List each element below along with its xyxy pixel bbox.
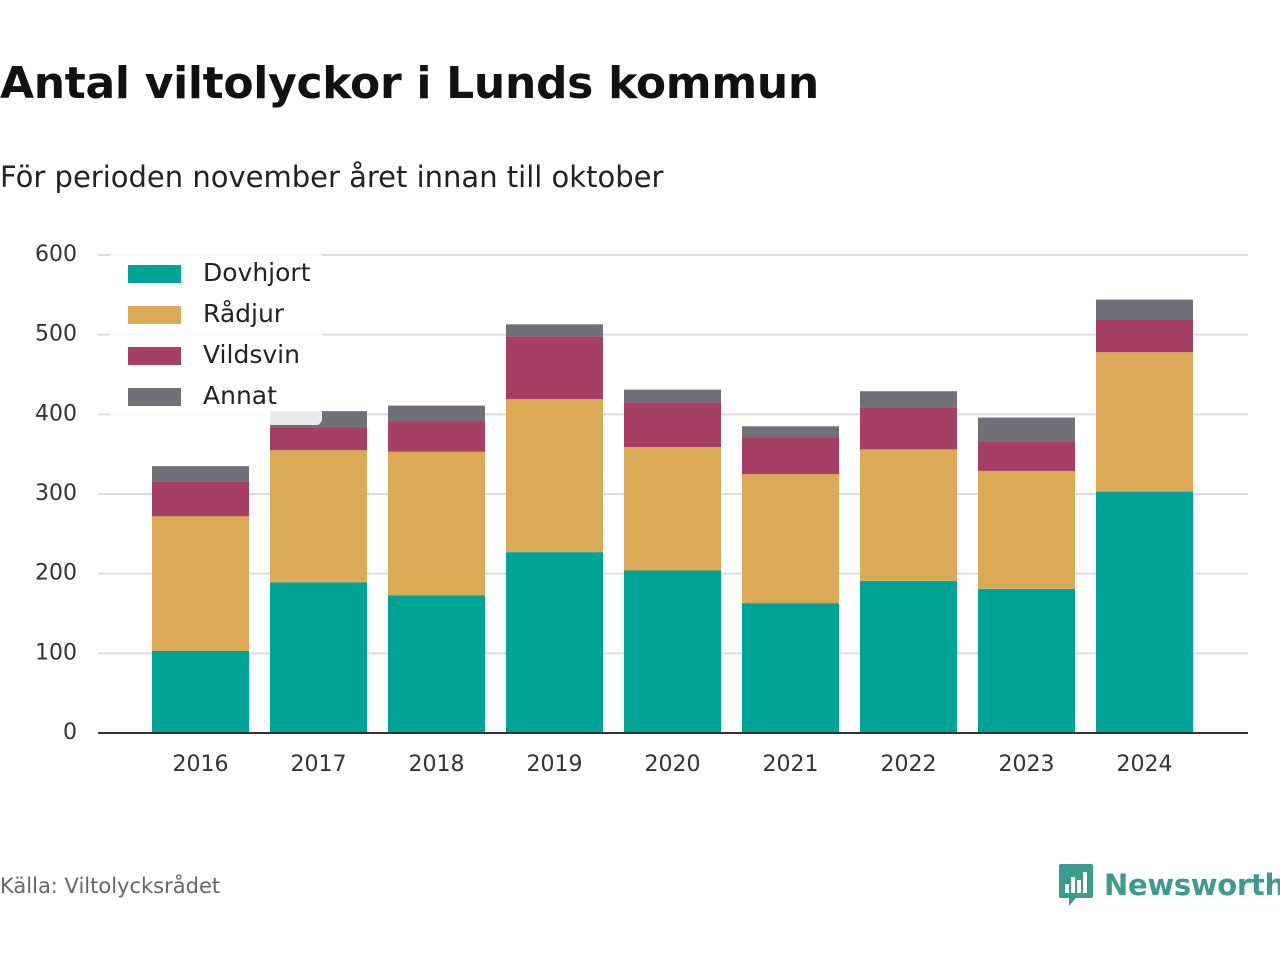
- x-tick-label: 2017: [291, 752, 347, 777]
- bar-2018-dovhjort[interactable]: [388, 595, 485, 733]
- bar-2019-annat[interactable]: [506, 324, 603, 337]
- x-axis-ticks: 2016 2017 2018 2019 2020 2021 2022 2023 2024: [173, 752, 1173, 777]
- legend-background: [110, 250, 322, 425]
- y-tick-label: 600: [35, 242, 77, 267]
- source-note: Källa: Viltolycksrådet: [0, 874, 221, 898]
- bar-2018-vildsvin[interactable]: [388, 421, 485, 452]
- bar-2024-vildsvin[interactable]: [1096, 319, 1193, 353]
- x-tick-label: 2018: [409, 752, 465, 777]
- bar-2020-dovhjort[interactable]: [624, 570, 721, 733]
- bar-2022-dovhjort[interactable]: [860, 580, 957, 733]
- bar-2017-dovhjort[interactable]: [270, 582, 367, 733]
- x-tick-label: 2023: [999, 752, 1055, 777]
- x-tick-label: 2022: [881, 752, 937, 777]
- bar-2022-annat[interactable]: [860, 391, 957, 408]
- bar-2023-dovhjort[interactable]: [978, 588, 1075, 733]
- x-tick-label: 2020: [645, 752, 701, 777]
- bar-2019-dovhjort[interactable]: [506, 552, 603, 733]
- legend-label-rådjur: Rådjur: [203, 299, 285, 328]
- x-tick-label: 2021: [763, 752, 819, 777]
- bar-2023-vildsvin[interactable]: [978, 441, 1075, 471]
- y-tick-label: 300: [35, 481, 77, 506]
- legend-label-dovhjort: Dovhjort: [203, 258, 311, 287]
- y-tick-label: 0: [63, 720, 77, 745]
- bar-2016-rådjur[interactable]: [152, 516, 249, 651]
- legend: Dovhjort Rådjur Vildsvin Annat: [110, 250, 322, 425]
- bar-2016-dovhjort[interactable]: [152, 650, 249, 733]
- chart-title: Antal viltolyckor i Lunds kommun: [0, 58, 819, 109]
- y-tick-label: 500: [35, 322, 77, 347]
- y-tick-label: 100: [35, 640, 77, 665]
- y-tick-label: 400: [35, 401, 77, 426]
- bar-2021-rådjur[interactable]: [742, 474, 839, 604]
- bar-2016-vildsvin[interactable]: [152, 481, 249, 517]
- bar-2022-rådjur[interactable]: [860, 449, 957, 581]
- bar-2020-rådjur[interactable]: [624, 446, 721, 571]
- bars: [152, 299, 1193, 733]
- brand-logo: Newsworthy: [1058, 862, 1280, 908]
- bar-2024-dovhjort[interactable]: [1096, 491, 1193, 733]
- y-tick-label: 200: [35, 561, 77, 586]
- bar-2024-annat[interactable]: [1096, 299, 1193, 320]
- legend-swatch-annat: [128, 388, 181, 406]
- bar-2016-annat[interactable]: [152, 466, 249, 482]
- bar-2021-dovhjort[interactable]: [742, 603, 839, 733]
- bar-2021-annat[interactable]: [742, 426, 839, 438]
- bar-2018-annat[interactable]: [388, 405, 485, 422]
- bar-2023-rådjur[interactable]: [978, 470, 1075, 589]
- bar-2020-vildsvin[interactable]: [624, 402, 721, 447]
- legend-swatch-rådjur: [128, 306, 181, 324]
- chart-subtitle: För perioden november året innan till ok…: [0, 160, 664, 194]
- bar-2019-rådjur[interactable]: [506, 399, 603, 553]
- x-tick-label: 2024: [1117, 752, 1173, 777]
- bar-2018-rådjur[interactable]: [388, 451, 485, 596]
- legend-label-annat: Annat: [203, 381, 277, 410]
- bar-2021-vildsvin[interactable]: [742, 437, 839, 475]
- bar-2022-vildsvin[interactable]: [860, 407, 957, 450]
- legend-label-vildsvin: Vildsvin: [203, 340, 300, 369]
- legend-swatch-dovhjort: [128, 265, 181, 283]
- newsworthy-logo-icon: [1059, 864, 1093, 906]
- bar-2023-annat[interactable]: [978, 417, 1075, 442]
- y-axis-ticks: 0 100 200 300 400 500 600: [35, 242, 77, 745]
- brand-name: Newsworthy: [1104, 868, 1280, 902]
- bar-2024-rådjur[interactable]: [1096, 352, 1193, 492]
- bar-2019-vildsvin[interactable]: [506, 336, 603, 400]
- x-tick-label: 2019: [527, 752, 583, 777]
- stacked-bar-chart: 0 100 200 300 400 500 600 2016 2017 2018 2019 2020…: [35, 242, 1248, 777]
- bar-2017-vildsvin[interactable]: [270, 427, 367, 451]
- x-tick-label: 2016: [173, 752, 229, 777]
- legend-swatch-vildsvin: [128, 347, 181, 365]
- bar-2020-annat[interactable]: [624, 389, 721, 403]
- bar-2017-rådjur[interactable]: [270, 450, 367, 583]
